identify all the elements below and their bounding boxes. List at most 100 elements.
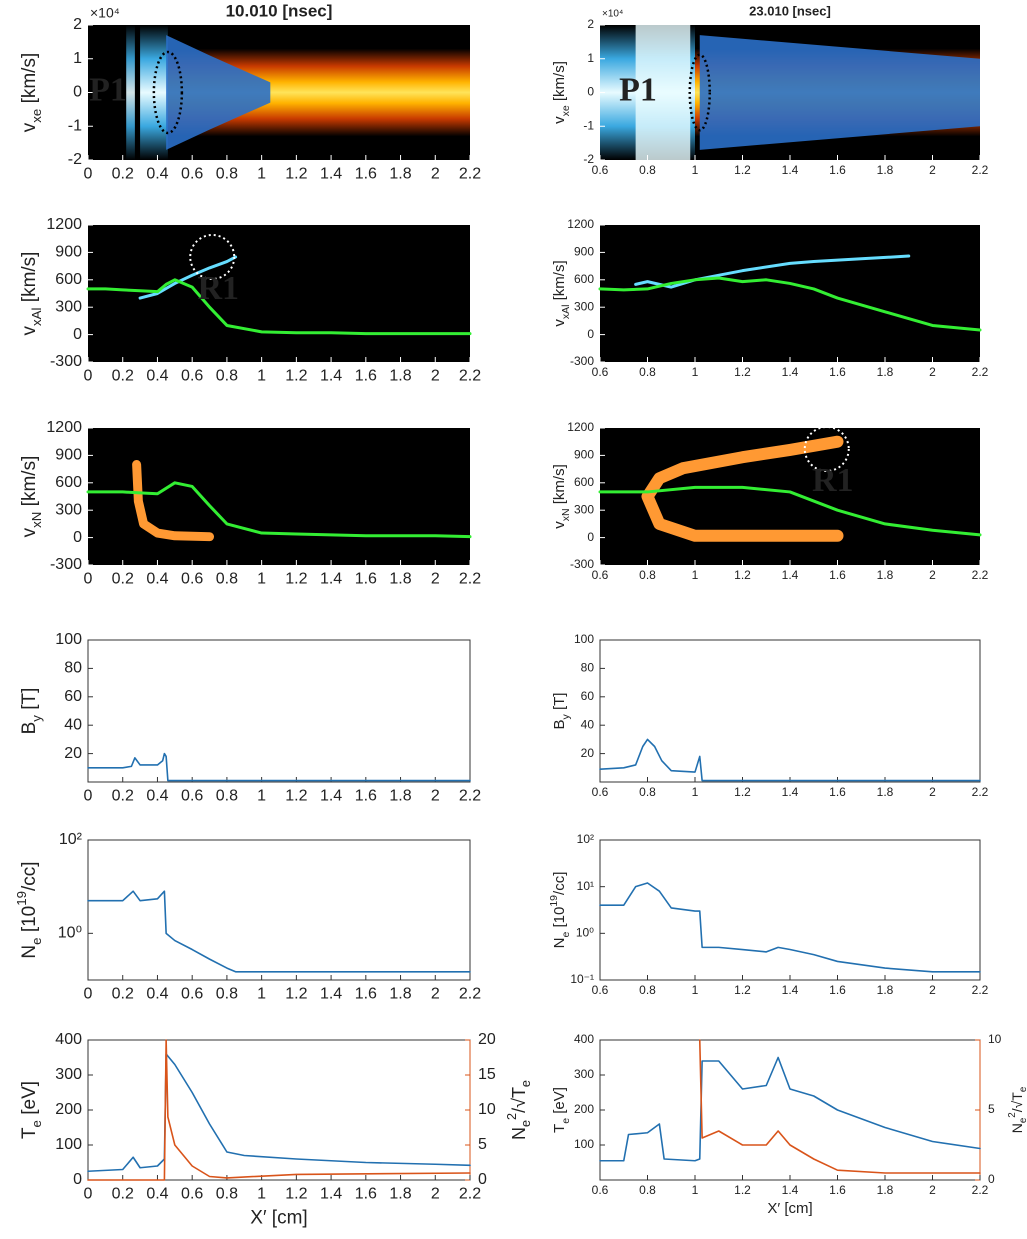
y-tick-label: -300 (570, 354, 594, 368)
x-axis-label: X′ [cm] (767, 1200, 812, 1217)
x-tick-label: 2.2 (459, 986, 481, 1003)
label-part: [km/s] (551, 464, 568, 508)
label-part: B (551, 719, 568, 729)
y-tick-label: 2 (587, 17, 594, 31)
y-tick-label: 1 (73, 50, 82, 67)
y-tick-label: 2 (73, 16, 82, 33)
label-part: y (29, 715, 44, 722)
plot-area (87, 639, 471, 783)
y-tick-label: 0 (73, 529, 82, 546)
y-tick-label: 1 (587, 51, 594, 65)
x-tick-label: 2 (929, 785, 936, 799)
label-part: [T] (19, 688, 40, 715)
x-tick-label: 1.4 (320, 788, 342, 805)
y-tick-label: 20 (64, 745, 82, 762)
y-tick-label: 0 (73, 1171, 82, 1188)
marker-circle (803, 426, 850, 472)
x-tick-label: 2 (431, 166, 440, 183)
axis-label: vxe [km/s] (19, 53, 44, 133)
series-line (87, 1053, 471, 1173)
x-tick-label: 1.2 (285, 986, 307, 1003)
y-tick-label: 300 (55, 501, 82, 518)
label-part: N (509, 1127, 529, 1140)
y-tick-label: 400 (574, 1032, 594, 1046)
label-part: y (560, 713, 572, 719)
x-tick-label: 1 (257, 1186, 266, 1203)
x-tick-label: 2.2 (972, 365, 989, 379)
series-line (641, 435, 844, 542)
x-tick-label: 2 (929, 983, 936, 997)
label-part: e (560, 932, 572, 938)
y-tick-label: 900 (574, 448, 594, 462)
y-tick-label: -300 (50, 556, 82, 573)
y-tick-label: 10² (577, 832, 594, 846)
x-tick-label: 0.6 (592, 1183, 609, 1197)
x-tick-label: 0.6 (181, 986, 203, 1003)
x-tick-label: 1.6 (829, 568, 846, 582)
x-tick-label: 2.2 (459, 166, 481, 183)
y-tick-label: 100 (574, 632, 594, 646)
x-tick-label: 0.2 (112, 788, 134, 805)
y-multiplier: ×10⁴ (602, 9, 623, 20)
x-tick-label: 1.8 (389, 788, 411, 805)
x-tick-label: 1.6 (355, 166, 377, 183)
x-axis-label: X′ [cm] (250, 1207, 307, 1228)
label-part: xAl (29, 307, 44, 326)
x-tick-label: 0.6 (181, 788, 203, 805)
x-tick-label: 2 (929, 365, 936, 379)
x-tick-label: 1 (257, 571, 266, 588)
x-tick-label: 0.8 (639, 1183, 656, 1197)
series-line (86, 481, 472, 539)
x-tick-label: 1.6 (829, 1183, 846, 1197)
axis-label: Ne [1019/cc] (548, 872, 572, 949)
x-tick-label: 0.6 (592, 785, 609, 799)
panel: 10⁻¹ 10⁰ 10¹ 10² 0.6 0.8 1 1.2 1.4 1.6 1.8 2 2.2 Ne [… (548, 832, 989, 997)
x-tick-label: 0.8 (639, 983, 656, 997)
panel: -300 0 300 600 900 1200 0.6 0.8 1 1.2 1.4 1.6 1.8 2 2.… (551, 217, 989, 379)
y-tick-label: 10¹ (577, 879, 594, 893)
y-tick-label: 0 (587, 530, 594, 544)
series-line (87, 1039, 471, 1181)
panel: 1002003004000510Ne2/√Te0.60.811.21.41.61… (551, 1032, 1027, 1217)
plot-area (87, 839, 471, 981)
label-part: N (1009, 1123, 1025, 1133)
y-tick-label: 600 (55, 474, 82, 491)
x-tick-label: 1 (257, 166, 266, 183)
x-tick-label: 0.8 (216, 571, 238, 588)
x-tick-label: 1.4 (782, 983, 799, 997)
axis-label: vxN [km/s] (19, 456, 44, 538)
x-tick-label: 0.4 (146, 571, 168, 588)
label-part: xAl (560, 305, 572, 320)
label-part: [T] (551, 693, 568, 715)
y-tick-label: 1200 (46, 216, 82, 233)
series-line (87, 752, 471, 782)
x-tick-label: 2.2 (972, 785, 989, 799)
x-tick-label: 0 (84, 788, 93, 805)
x-tick-label: 1.6 (829, 365, 846, 379)
x-tick-label: 1.4 (782, 1183, 799, 1197)
x-tick-label: 2 (431, 571, 440, 588)
series-line (599, 882, 981, 973)
x-tick-label: 1.6 (829, 983, 846, 997)
plot-area (599, 639, 981, 783)
y-tick-label: 40 (581, 717, 595, 731)
x-tick-label: 1.2 (285, 788, 307, 805)
y-tick-label: 900 (55, 447, 82, 464)
x-tick-label: 1.2 (734, 365, 751, 379)
x-tick-label: 1.2 (734, 983, 751, 997)
x-tick-label: 1.6 (829, 163, 846, 177)
y-tick-label: -300 (50, 353, 82, 370)
x-tick-label: 1 (692, 983, 699, 997)
x-tick-label: 1 (692, 365, 699, 379)
y2-tick-label: 15 (478, 1066, 496, 1083)
series-line (138, 255, 238, 300)
x-tick-label: 2.2 (972, 983, 989, 997)
x-tick-label: 1.2 (734, 163, 751, 177)
plot-area (88, 428, 470, 565)
x-tick-label: 0 (84, 368, 93, 385)
x-tick-label: 1.4 (782, 568, 799, 582)
y-tick-label: -2 (68, 151, 82, 168)
x-tick-label: 1.4 (320, 571, 342, 588)
label-part: [eV] (551, 1087, 568, 1118)
